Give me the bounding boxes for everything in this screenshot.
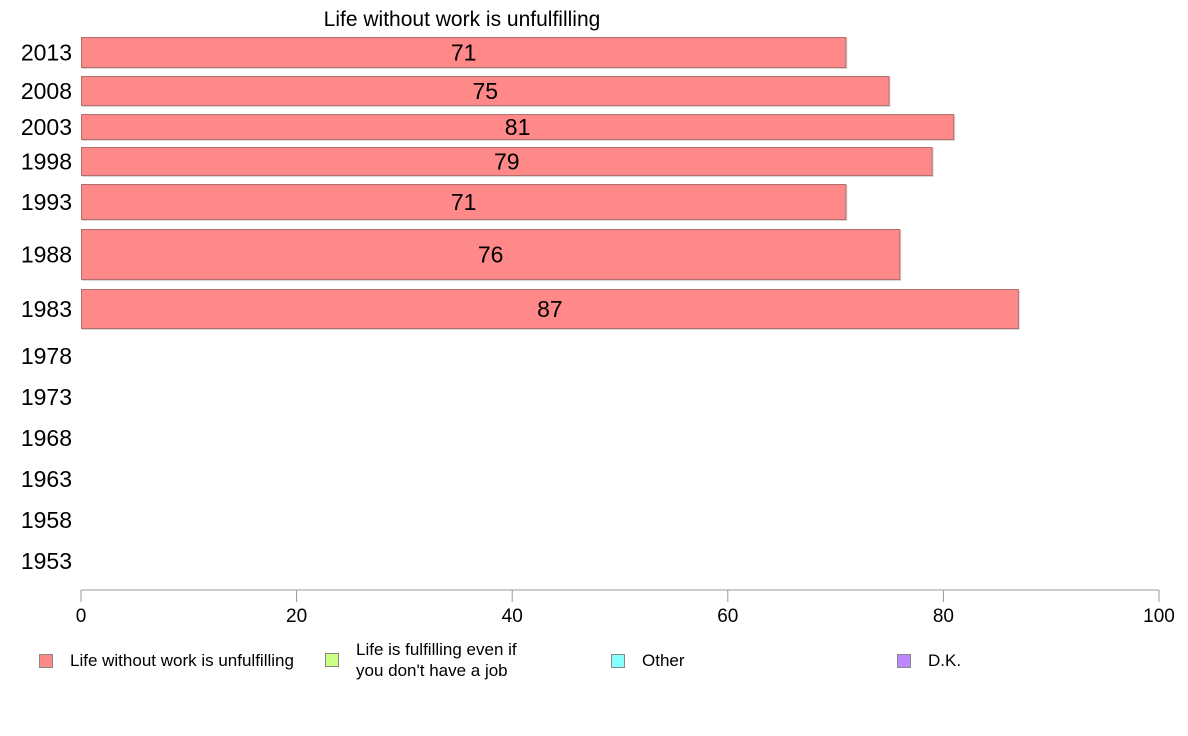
data-label: 87 bbox=[537, 296, 563, 322]
y-tick-label: 1953 bbox=[21, 548, 72, 574]
legend-item-other: Other bbox=[611, 650, 685, 671]
data-label: 79 bbox=[494, 149, 520, 175]
data-label: 76 bbox=[478, 242, 504, 268]
y-tick-label: 1973 bbox=[21, 384, 72, 410]
y-tick-label: 1963 bbox=[21, 466, 72, 492]
y-axis-labels: 2013 2008 2003 1998 1993 1988 1983 1978 1973 1968… bbox=[21, 40, 72, 575]
x-axis: 0 20 40 60 80 100 bbox=[76, 589, 1175, 627]
y-tick-label: 1998 bbox=[21, 149, 72, 175]
y-tick-label: 1993 bbox=[21, 189, 72, 215]
x-tick-label: 80 bbox=[933, 606, 954, 627]
bar-2008 bbox=[81, 76, 890, 106]
bar-1983 bbox=[81, 289, 1019, 329]
y-tick-label: 2003 bbox=[21, 114, 72, 140]
chart-title: Life without work is unfulfilling bbox=[324, 8, 601, 31]
y-tick-label: 2013 bbox=[21, 40, 72, 66]
legend: Life without work is unfulfilling Life i… bbox=[0, 638, 1188, 698]
legend-item-unfulfilling: Life without work is unfulfilling bbox=[39, 650, 294, 671]
y-tick-label: 1958 bbox=[21, 507, 72, 533]
y-tick-label: 1978 bbox=[21, 343, 72, 369]
data-label: 75 bbox=[472, 78, 498, 104]
bar-1993 bbox=[81, 184, 847, 220]
bar-1988 bbox=[81, 229, 901, 280]
x-tick-label: 20 bbox=[286, 606, 307, 627]
bar-2003 bbox=[81, 114, 955, 140]
legend-swatch bbox=[325, 653, 339, 667]
y-tick-label: 2008 bbox=[21, 78, 72, 104]
legend-label-line2: you don't have a job bbox=[356, 661, 508, 680]
data-label: 71 bbox=[451, 40, 477, 66]
legend-swatch bbox=[897, 653, 911, 668]
legend-swatch bbox=[39, 653, 53, 668]
y-tick-label: 1988 bbox=[21, 242, 72, 268]
x-tick-label: 60 bbox=[717, 606, 738, 627]
legend-label: Life without work is unfulfilling bbox=[70, 651, 294, 670]
x-tick-label: 0 bbox=[76, 606, 87, 627]
legend-label-line1: Life is fulfilling even if bbox=[356, 640, 517, 659]
legend-label: D.K. bbox=[928, 651, 962, 670]
data-label: 71 bbox=[451, 189, 477, 215]
y-tick-label: 1968 bbox=[21, 425, 72, 451]
bars-group: 71 75 81 79 71 76 87 bbox=[81, 37, 1020, 330]
y-tick-label: 1983 bbox=[21, 296, 72, 322]
legend-label: Life is fulfilling even if you don't hav… bbox=[356, 639, 517, 681]
bar-2013 bbox=[81, 37, 847, 68]
legend-item-dk: D.K. bbox=[897, 650, 961, 671]
bar-1998 bbox=[81, 147, 933, 176]
x-tick-label: 40 bbox=[502, 606, 523, 627]
x-tick-label: 100 bbox=[1143, 606, 1175, 627]
legend-label: Other bbox=[642, 651, 685, 670]
legend-item-fulfilling: Life is fulfilling even if you don't hav… bbox=[325, 639, 517, 681]
data-label: 81 bbox=[505, 114, 531, 140]
legend-swatch bbox=[611, 653, 625, 668]
